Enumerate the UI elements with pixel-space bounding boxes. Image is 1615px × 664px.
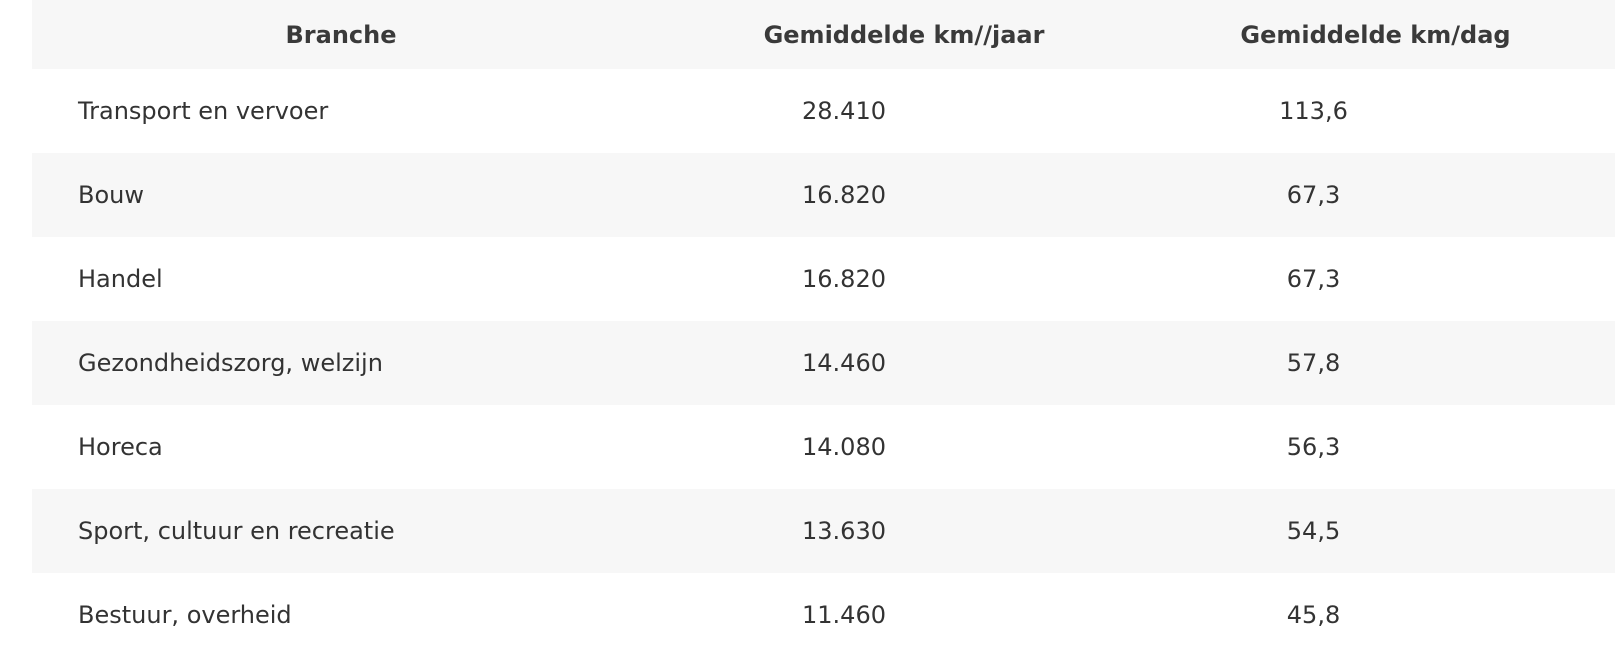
km-per-year-cell: 13.630 (802, 517, 886, 545)
branche-cell: Transport en vervoer (78, 97, 329, 125)
km-per-day-cell: 67,3 (1286, 181, 1341, 209)
table-row: Bouw 16.820 67,3 (32, 153, 1615, 237)
header-km-per-year: Gemiddelde km//jaar (763, 20, 1045, 49)
km-table: Branche Gemiddelde km//jaar Gemiddelde k… (32, 0, 1615, 657)
branche-cell: Horeca (78, 433, 163, 461)
table-row: Gezondheidszorg, welzijn 14.460 57,8 (32, 321, 1615, 405)
km-per-year-cell: 14.080 (802, 433, 886, 461)
header-km-per-day: Gemiddelde km/dag (1240, 20, 1511, 49)
km-per-year-cell: 14.460 (802, 349, 886, 377)
table-row: Horeca 14.080 56,3 (32, 405, 1615, 489)
table-row: Transport en vervoer 28.410 113,6 (32, 69, 1615, 153)
branche-cell: Bouw (78, 181, 144, 209)
km-per-day-cell: 113,6 (1279, 97, 1348, 125)
km-per-year-cell: 16.820 (802, 181, 886, 209)
km-per-day-cell: 67,3 (1286, 265, 1341, 293)
km-per-day-cell: 57,8 (1286, 349, 1341, 377)
km-per-day-cell: 54,5 (1286, 517, 1341, 545)
km-per-year-cell: 28.410 (802, 97, 886, 125)
header-branche: Branche (285, 20, 397, 49)
branche-cell: Handel (78, 265, 163, 293)
km-per-day-cell: 45,8 (1286, 601, 1341, 629)
branche-cell: Gezondheidszorg, welzijn (78, 349, 383, 377)
table-row: Sport, cultuur en recreatie 13.630 54,5 (32, 489, 1615, 573)
km-per-year-cell: 16.820 (802, 265, 886, 293)
km-per-day-cell: 56,3 (1286, 433, 1341, 461)
table-row: Handel 16.820 67,3 (32, 237, 1615, 321)
branche-cell: Sport, cultuur en recreatie (78, 517, 395, 545)
table-header-row: Branche Gemiddelde km//jaar Gemiddelde k… (32, 0, 1615, 69)
branche-cell: Bestuur, overheid (78, 601, 292, 629)
table-row: Bestuur, overheid 11.460 45,8 (32, 573, 1615, 657)
km-per-year-cell: 11.460 (802, 601, 886, 629)
